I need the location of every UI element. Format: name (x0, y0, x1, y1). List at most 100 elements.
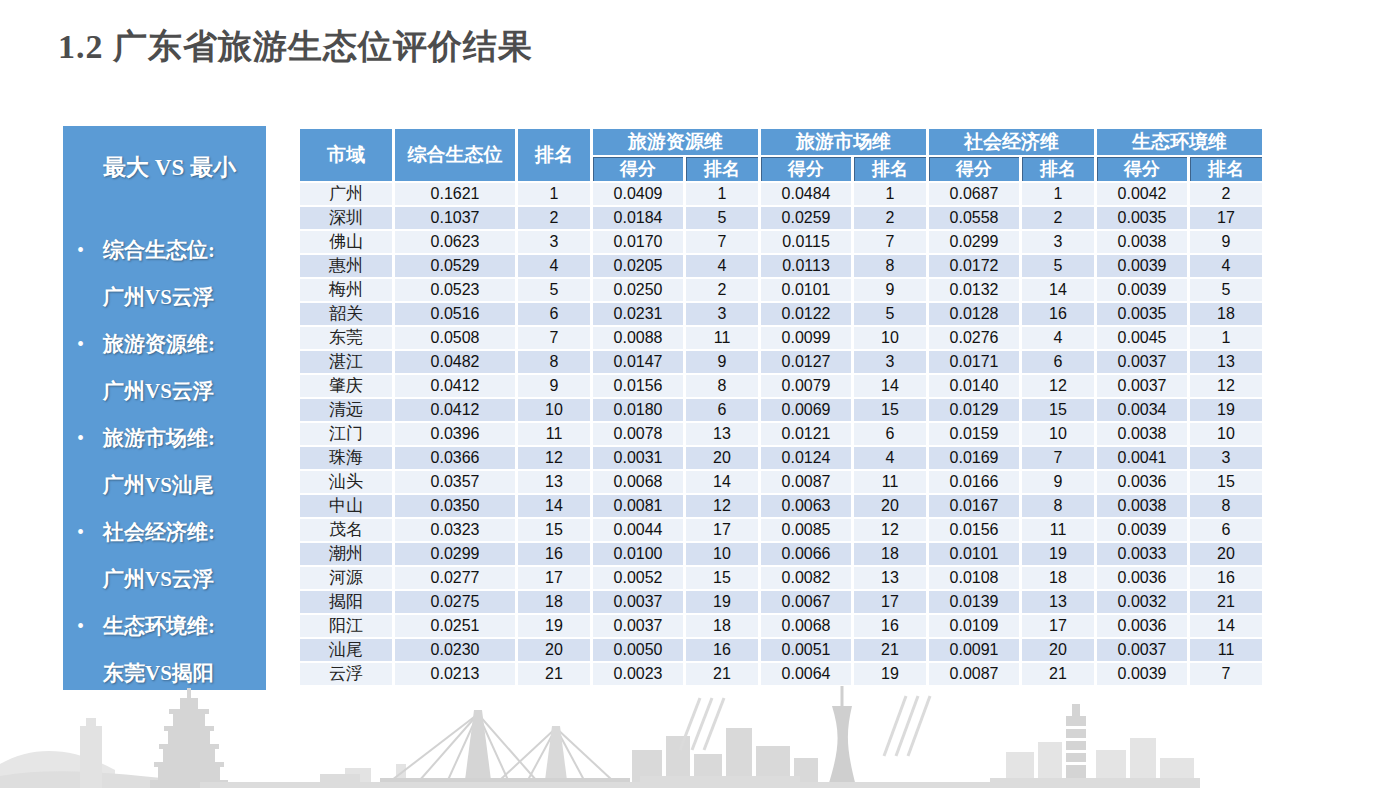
score-cell: 0.0045 (1097, 327, 1187, 349)
rank-cell: 14 (854, 375, 926, 397)
comparison-label: 社会经济维: (103, 509, 215, 556)
rank-cell: 19 (518, 615, 590, 637)
rank-cell: 21 (854, 639, 926, 661)
col-header-city: 市域 (300, 129, 392, 181)
score-cell: 0.0037 (1097, 639, 1187, 661)
score-cell: 0.0132 (929, 279, 1019, 301)
score-cell: 0.0170 (593, 231, 683, 253)
score-cell: 0.0039 (1097, 255, 1187, 277)
page-title: 1.2 广东省旅游生态位评价结果 (58, 24, 533, 70)
results-table: 市域 综合生态位 排名 旅游资源维 旅游市场维 社会经济维 生态环境维 得分 排… (297, 127, 1265, 687)
rank-cell: 17 (686, 519, 758, 541)
rank-cell: 5 (1022, 255, 1094, 277)
score-cell: 0.0063 (761, 495, 851, 517)
rank-cell: 4 (518, 255, 590, 277)
score-cell: 0.0099 (761, 327, 851, 349)
rank-cell: 17 (854, 591, 926, 613)
rank-cell: 7 (854, 231, 926, 253)
score-cell: 0.0052 (593, 567, 683, 589)
comparison-item: •旅游市场维:广州VS汕尾 (77, 415, 258, 509)
rank-cell: 18 (518, 591, 590, 613)
score-cell: 0.0033 (1097, 543, 1187, 565)
rank-cell: 21 (1190, 591, 1262, 613)
score-cell: 0.0529 (395, 255, 515, 277)
rank-cell: 10 (1022, 423, 1094, 445)
score-cell: 0.0159 (929, 423, 1019, 445)
score-cell: 0.0366 (395, 447, 515, 469)
score-cell: 0.0180 (593, 399, 683, 421)
score-cell: 0.0323 (395, 519, 515, 541)
score-cell: 0.0127 (761, 351, 851, 373)
rank-cell: 15 (518, 519, 590, 541)
rank-cell: 20 (518, 639, 590, 661)
score-cell: 0.0129 (929, 399, 1019, 421)
rank-cell: 13 (686, 423, 758, 445)
score-cell: 0.0275 (395, 591, 515, 613)
results-table-body: 广州0.162110.040910.048410.068710.00422深圳0… (300, 183, 1262, 685)
score-cell: 0.0205 (593, 255, 683, 277)
col-header-overall-niche: 综合生态位 (395, 129, 515, 181)
table-row: 珠海0.0366120.0031200.012440.016970.00413 (300, 447, 1262, 469)
bullet-icon: • (77, 227, 103, 274)
comparison-value: 广州VS云浮 (77, 368, 258, 415)
score-cell: 0.0259 (761, 207, 851, 229)
rank-cell: 1 (1190, 327, 1262, 349)
rank-cell: 2 (686, 279, 758, 301)
rank-cell: 3 (854, 351, 926, 373)
group-header-ecological-environment: 生态环境维 (1097, 129, 1262, 155)
table-row: 云浮0.0213210.0023210.0064190.0087210.0039… (300, 663, 1262, 685)
sub-header-score: 得分 (761, 157, 851, 181)
score-cell: 0.0147 (593, 351, 683, 373)
score-cell: 0.0038 (1097, 231, 1187, 253)
score-cell: 0.0396 (395, 423, 515, 445)
rank-cell: 6 (686, 399, 758, 421)
sub-header-rank: 排名 (686, 157, 758, 181)
score-cell: 0.0039 (1097, 519, 1187, 541)
score-cell: 0.0357 (395, 471, 515, 493)
rank-cell: 16 (518, 543, 590, 565)
score-cell: 0.0037 (1097, 375, 1187, 397)
rank-cell: 14 (1022, 279, 1094, 301)
score-cell: 0.0039 (1097, 279, 1187, 301)
rank-cell: 18 (854, 543, 926, 565)
city-cell: 广州 (300, 183, 392, 205)
rank-cell: 6 (518, 303, 590, 325)
comparison-label: 旅游市场维: (103, 415, 215, 462)
score-cell: 0.0044 (593, 519, 683, 541)
rank-cell: 17 (1190, 207, 1262, 229)
city-cell: 江门 (300, 423, 392, 445)
rank-cell: 6 (854, 423, 926, 445)
rank-cell: 11 (854, 471, 926, 493)
score-cell: 0.0124 (761, 447, 851, 469)
score-cell: 0.0091 (929, 639, 1019, 661)
score-cell: 0.0140 (929, 375, 1019, 397)
score-cell: 0.0082 (761, 567, 851, 589)
table-row: 河源0.0277170.0052150.0082130.0108180.0036… (300, 567, 1262, 589)
table-row: 东莞0.050870.0088110.0099100.027640.00451 (300, 327, 1262, 349)
score-cell: 0.0156 (593, 375, 683, 397)
rank-cell: 5 (686, 207, 758, 229)
rank-cell: 1 (1022, 183, 1094, 205)
comparison-label: 生态环境维: (103, 603, 215, 650)
comparison-item: •社会经济维:广州VS云浮 (77, 509, 258, 603)
score-cell: 0.0409 (593, 183, 683, 205)
score-cell: 0.0041 (1097, 447, 1187, 469)
city-cell: 清远 (300, 399, 392, 421)
header-row-groups: 市域 综合生态位 排名 旅游资源维 旅游市场维 社会经济维 生态环境维 (300, 129, 1262, 155)
rank-cell: 17 (518, 567, 590, 589)
score-cell: 0.0558 (929, 207, 1019, 229)
group-header-tourism-resource: 旅游资源维 (593, 129, 758, 155)
city-cell: 佛山 (300, 231, 392, 253)
score-cell: 0.0066 (761, 543, 851, 565)
table-row: 湛江0.048280.014790.012730.017160.003713 (300, 351, 1262, 373)
score-cell: 0.0051 (761, 639, 851, 661)
rank-cell: 21 (518, 663, 590, 685)
score-cell: 0.0081 (593, 495, 683, 517)
score-cell: 0.0037 (593, 591, 683, 613)
rank-cell: 12 (854, 519, 926, 541)
table-row: 汕头0.0357130.0068140.0087110.016690.00361… (300, 471, 1262, 493)
rank-cell: 12 (686, 495, 758, 517)
score-cell: 0.0121 (761, 423, 851, 445)
rank-cell: 12 (1190, 375, 1262, 397)
bullet-icon: • (77, 603, 103, 650)
